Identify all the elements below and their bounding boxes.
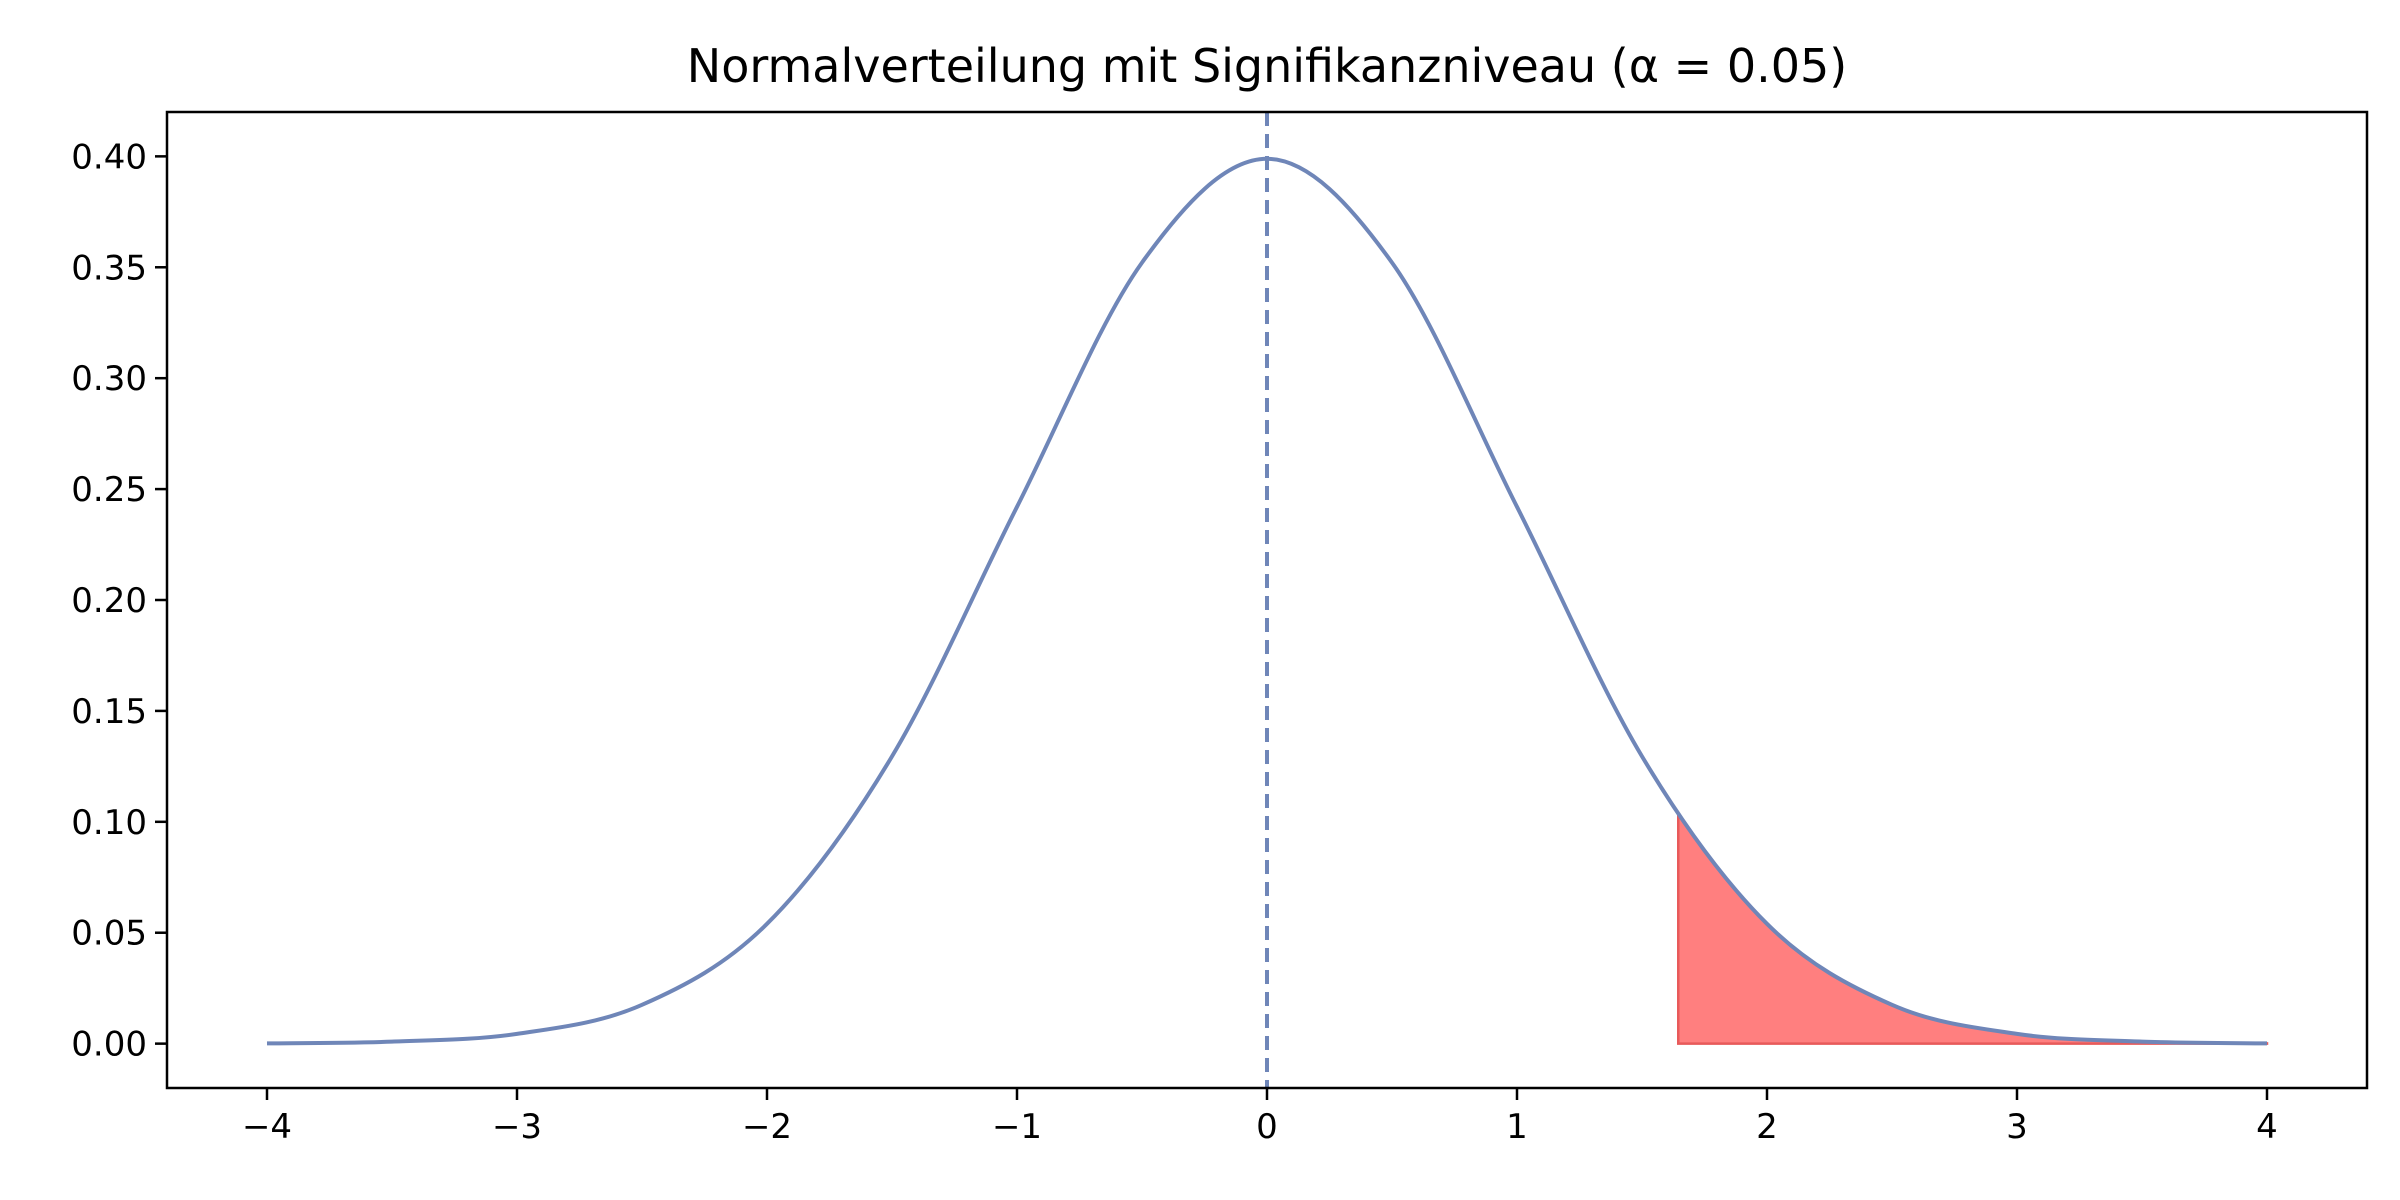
y-tick-label: 0.35 [71,248,147,288]
y-axis: 0.00 0.05 0.10 0.15 0.20 0.25 0.30 0.35 0.40 [71,137,167,1065]
y-tick-label: 0.25 [71,470,147,510]
y-tick-label: 0.30 [71,359,147,399]
x-tick-label: 3 [2006,1107,2028,1147]
y-tick-label: 0.40 [71,137,147,177]
y-tick-label: 0.20 [71,581,147,621]
x-tick-label: 2 [1756,1107,1778,1147]
rejection-region-area [1677,809,2269,1045]
x-tick-label: −3 [492,1107,542,1147]
y-tick-label: 0.05 [71,914,147,954]
y-tick-label: 0.10 [71,803,147,843]
x-tick-label: 0 [1256,1107,1278,1147]
x-tick-label: −2 [742,1107,792,1147]
chart-title: Normalverteilung mit Signifikanzniveau (… [687,39,1847,93]
x-axis: −4 −3 −2 −1 0 1 2 3 4 [242,1088,2278,1147]
x-tick-label: −1 [992,1107,1042,1147]
x-tick-label: 4 [2256,1107,2278,1147]
x-tick-label: 1 [1506,1107,1528,1147]
y-tick-label: 0.15 [71,692,147,732]
x-tick-label: −4 [242,1107,292,1147]
y-tick-label: 0.00 [71,1025,147,1065]
